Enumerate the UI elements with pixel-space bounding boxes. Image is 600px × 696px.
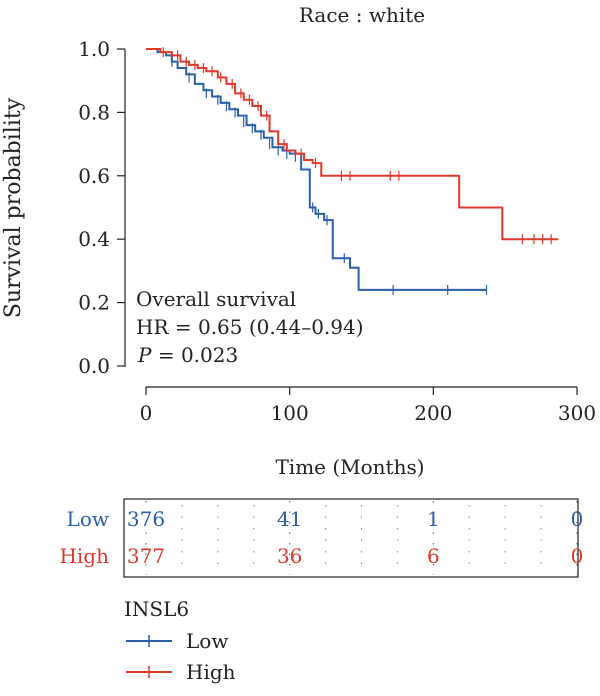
x-tick-label: 300: [558, 401, 596, 425]
survival-curves: [146, 47, 559, 295]
risk-cell: 1: [427, 507, 440, 531]
risk-cell: 36: [277, 544, 302, 568]
annotation-p-value: P = 0.023: [137, 343, 238, 367]
risk-cell: 377: [127, 544, 165, 568]
legend: INSL6 Low High: [124, 597, 236, 684]
annotation-overall-survival: Overall survival: [136, 287, 296, 311]
y-tick-label: 0.6: [78, 164, 110, 188]
risk-table-rows: Low 376 41 1 0 High 377 36 6 0: [59, 507, 583, 568]
risk-cell: 6: [427, 544, 440, 568]
survival-line-high: [146, 48, 559, 241]
y-axis-label: Survival probability: [1, 97, 26, 318]
p-symbol: P: [137, 343, 152, 367]
legend-label-high: High: [186, 660, 236, 684]
series-high: [146, 47, 559, 245]
x-tick-label: 200: [414, 401, 452, 425]
risk-row-label-high: High: [59, 544, 109, 568]
stats-annotation: Overall survival HR = 0.65 (0.44–0.94) P…: [136, 287, 364, 367]
x-tick-label: 100: [271, 401, 309, 425]
legend-title: INSL6: [124, 597, 189, 621]
y-ticks: 0.0 0.2 0.4 0.6 0.8 1.0: [78, 37, 125, 378]
series-low: [146, 48, 488, 295]
y-axis: 0.0 0.2 0.4 0.6 0.8 1.0: [78, 37, 126, 378]
p-value: = 0.023: [151, 343, 238, 367]
y-tick-label: 0.0: [78, 354, 110, 378]
risk-cell: 0: [571, 507, 584, 531]
x-tick-label: 0: [140, 401, 153, 425]
y-tick-label: 0.8: [78, 100, 110, 124]
legend-label-low: Low: [186, 629, 228, 653]
risk-table-grid: [145, 501, 578, 575]
y-tick-label: 0.4: [78, 227, 110, 251]
risk-cell: 376: [127, 507, 165, 531]
risk-table: Low 376 41 1 0 High 377 36 6 0: [59, 498, 583, 578]
risk-cell: 41: [277, 507, 302, 531]
chart-title: Race : white: [299, 3, 425, 27]
y-tick-label: 1.0: [78, 37, 110, 61]
risk-table-frame: [123, 498, 579, 578]
risk-cell: 0: [571, 544, 584, 568]
risk-row-label-low: Low: [67, 507, 109, 531]
legend-items: Low High: [126, 629, 236, 684]
x-axis-label: Time (Months): [275, 455, 424, 479]
x-ticks: 0 100 200 300: [140, 387, 596, 425]
x-axis: 0 100 200 300: [140, 386, 596, 425]
y-tick-label: 0.2: [78, 291, 110, 315]
survival-line-low: [146, 48, 487, 291]
annotation-hr: HR = 0.65 (0.44–0.94): [136, 315, 364, 339]
